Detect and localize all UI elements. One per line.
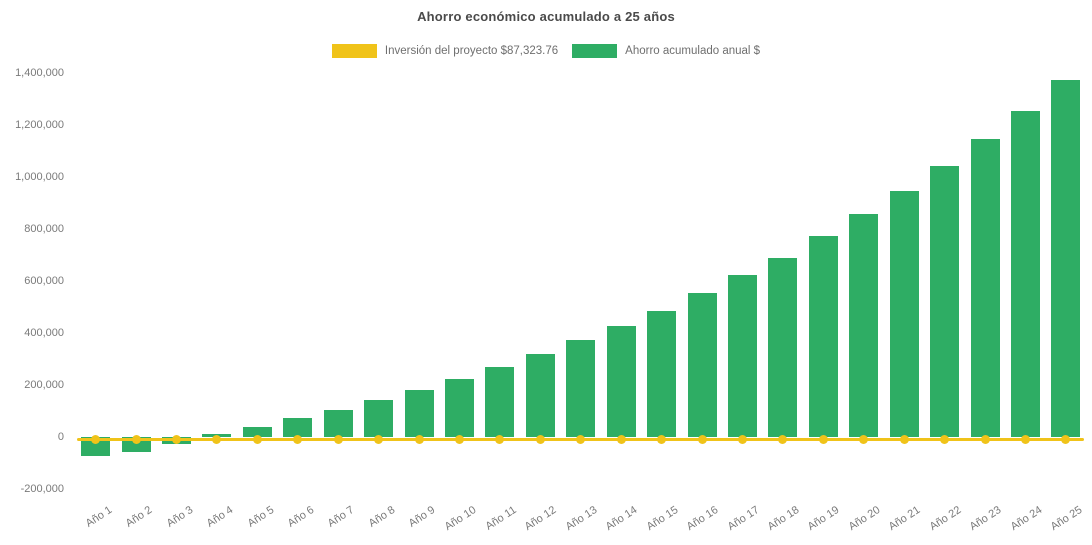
savings-bar — [283, 418, 313, 438]
x-axis-tick-label: Año 11 — [483, 504, 519, 533]
savings-bar — [364, 399, 394, 438]
x-axis-tick-label: Año 14 — [603, 504, 640, 534]
savings-bar — [970, 138, 1000, 438]
x-axis-tick-label: Año 12 — [523, 504, 559, 534]
savings-bar — [485, 367, 515, 438]
investment-line-marker — [1061, 434, 1071, 444]
chart-legend: Inversión del proyecto $87,323.76 Ahorro… — [0, 44, 1092, 58]
savings-legend-label: Ahorro acumulado anual $ — [625, 45, 761, 57]
x-axis-tick-label: Año 22 — [927, 504, 964, 534]
investment-line-marker — [535, 434, 545, 444]
investment-line-marker — [333, 434, 343, 444]
y-axis-tick-label: 600,000 — [24, 274, 64, 287]
savings-bar — [687, 292, 717, 438]
savings-bar — [444, 379, 474, 438]
x-axis-tick-label: Año 21 — [886, 504, 923, 534]
savings-bar — [808, 235, 838, 438]
savings-bar — [323, 409, 353, 438]
savings-bar — [404, 389, 434, 438]
x-axis-tick-label: Año 24 — [1008, 504, 1045, 534]
savings-bar — [889, 190, 919, 438]
investment-line-marker — [293, 434, 303, 444]
x-axis-tick-label: Año 18 — [765, 504, 802, 534]
investment-legend-swatch — [331, 44, 377, 58]
x-axis-tick-label: Año 25 — [1048, 504, 1085, 534]
investment-line-marker — [818, 434, 828, 444]
legend-item-investment: Inversión del proyecto $87,323.76 — [331, 44, 559, 58]
x-axis-tick-label: Año 5 — [245, 504, 276, 530]
y-axis-tick-label: 1,400,000 — [15, 66, 64, 79]
x-axis-tick-label: Año 4 — [204, 504, 236, 530]
savings-bar — [768, 257, 798, 438]
x-axis-tick-label: Año 6 — [285, 504, 317, 530]
x-axis-tick-label: Año 15 — [644, 504, 681, 534]
savings-bar — [849, 214, 879, 438]
investment-line-marker — [414, 434, 424, 444]
x-axis-tick-label: Año 9 — [406, 504, 438, 530]
savings-bar — [606, 326, 636, 438]
investment-line-marker — [940, 434, 950, 444]
savings-bar — [242, 427, 272, 438]
x-axis-tick-label: Año 8 — [366, 504, 398, 530]
y-axis-tick-label: 0 — [57, 430, 64, 443]
investment-line-marker — [576, 434, 586, 444]
investment-line-marker — [91, 434, 101, 444]
legend-item-savings: Ahorro acumulado anual $ — [572, 44, 760, 58]
x-axis-tick-label: Año 23 — [967, 504, 1004, 534]
y-axis-tick-label: 800,000 — [24, 222, 64, 235]
savings-bar — [525, 354, 555, 438]
x-axis-tick-label: Año 10 — [442, 504, 479, 534]
chart-title: Ahorro económico acumulado a 25 años — [417, 9, 675, 24]
savings-bar — [1051, 80, 1081, 438]
savings-bar — [81, 437, 111, 457]
x-axis-tick-label: Año 16 — [684, 504, 721, 534]
x-axis-tick-label: Año 17 — [725, 504, 762, 534]
investment-line-marker — [495, 434, 505, 444]
y-axis-tick-label: 400,000 — [24, 326, 64, 339]
x-axis-tick-label: Año 7 — [326, 504, 357, 530]
savings-bar — [930, 166, 960, 438]
investment-line-marker — [737, 434, 747, 444]
investment-line-marker — [252, 434, 262, 444]
investment-line-marker — [657, 434, 667, 444]
y-axis-tick-label: -200,000 — [20, 482, 64, 495]
investment-legend-label: Inversión del proyecto $87,323.76 — [384, 45, 559, 57]
x-axis-tick-label: Año 3 — [164, 504, 196, 530]
investment-line-marker — [374, 434, 384, 444]
investment-line-marker — [980, 434, 990, 444]
y-axis-tick-label: 1,200,000 — [15, 118, 64, 131]
investment-line-marker — [212, 434, 222, 444]
savings-bar — [647, 310, 677, 438]
x-axis-tick-label: Año 20 — [846, 504, 883, 534]
investment-line-marker — [171, 434, 181, 444]
x-axis-tick-label: Año 13 — [563, 504, 600, 534]
investment-line-marker — [899, 434, 909, 444]
investment-line-marker — [131, 434, 141, 444]
savings-bar — [1010, 110, 1040, 438]
savings-legend-swatch — [572, 44, 618, 58]
investment-line-marker — [697, 434, 707, 444]
x-axis-tick-label: Año 2 — [123, 504, 155, 530]
investment-line-marker — [1020, 434, 1030, 444]
investment-line-marker — [778, 434, 788, 444]
y-axis-tick-label: 200,000 — [24, 378, 64, 391]
investment-line-marker — [616, 434, 626, 444]
savings-bar — [566, 340, 596, 438]
x-axis-tick-label: Año 19 — [806, 504, 842, 534]
savings-bar — [727, 275, 757, 438]
x-axis-tick-label: Año 1 — [83, 504, 115, 530]
investment-line-marker — [454, 434, 464, 444]
investment-line-marker — [859, 434, 869, 444]
y-axis-tick-label: 1,000,000 — [15, 170, 64, 183]
